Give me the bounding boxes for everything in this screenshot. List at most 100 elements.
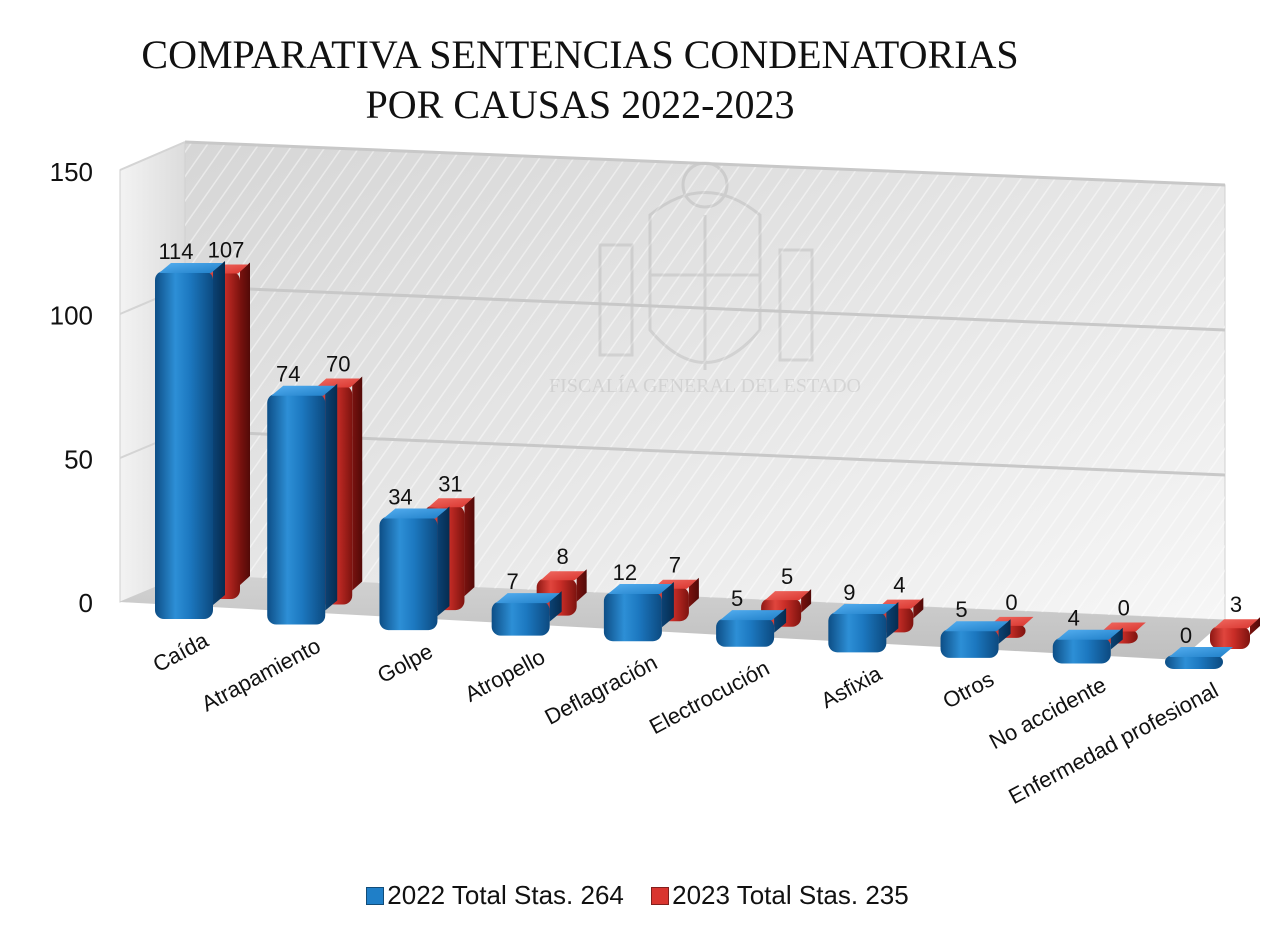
bar-front <box>491 601 550 636</box>
bar-2022-8 <box>1052 627 1123 664</box>
value-label-2023-9: 3 <box>1230 592 1242 617</box>
legend-label-2022: 2022 Total Stas. 264 <box>387 880 624 910</box>
bar-side <box>661 582 674 628</box>
bar-top <box>495 593 560 604</box>
y-tick-0: 0 <box>79 588 93 618</box>
bar-side <box>437 506 450 617</box>
bar-side <box>325 383 338 611</box>
legend-item-2023: 2023 Total Stas. 235 <box>651 880 909 911</box>
bar-top <box>540 571 585 581</box>
y-tick-50: 50 <box>64 444 93 474</box>
value-label-2023-0: 107 <box>208 237 245 262</box>
x-tick-label-5: Electrocución <box>645 655 773 739</box>
watermark-seal: FISCALÍA GENERAL DEL ESTADO <box>549 161 861 397</box>
bar-top <box>428 498 473 508</box>
value-label-2022-1: 74 <box>276 362 300 387</box>
bar-side <box>1250 617 1260 635</box>
x-tick-label-3: Atropello <box>461 644 549 707</box>
value-label-2022-8: 4 <box>1068 606 1080 631</box>
bar-top <box>1101 622 1146 632</box>
bar-top <box>383 508 448 519</box>
bar-2022-3 <box>491 591 562 636</box>
bar-2022-9 <box>1165 645 1235 669</box>
bar-front <box>603 592 662 642</box>
bar-front <box>940 629 999 658</box>
grid-line-100 <box>184 284 1226 332</box>
bar-front <box>1210 626 1250 649</box>
watermark-text: FISCALÍA GENERAL DEL ESTADO <box>549 374 861 397</box>
bar-2023-9 <box>1210 617 1260 649</box>
bar-top <box>944 621 1009 632</box>
grid-line-150 <box>184 140 1226 187</box>
value-label-2022-0: 114 <box>158 239 193 264</box>
value-label-2022-3: 7 <box>507 569 519 594</box>
bar-side <box>213 260 225 605</box>
bar-front <box>1052 637 1111 664</box>
bar-top <box>832 603 897 614</box>
bar-side <box>240 262 250 585</box>
bar-2022-0 <box>155 260 225 619</box>
legend-swatch-2022 <box>366 886 385 905</box>
bar-2022-4 <box>603 582 674 642</box>
value-label-2022-4: 12 <box>613 560 637 585</box>
value-label-2023-2: 31 <box>438 471 462 496</box>
legend-item-2022: 2022 Total Stas. 264 <box>366 880 624 911</box>
value-label-2023-1: 70 <box>326 351 350 376</box>
bar-top <box>316 378 361 388</box>
legend: 2022 Total Stas. 264 2023 Total Stas. 23… <box>0 880 1275 912</box>
bar-side <box>774 608 787 633</box>
bar-2022-2 <box>379 506 450 631</box>
bar-front <box>379 516 438 631</box>
x-tick-label-2: Golpe <box>373 638 437 688</box>
legend-swatch-2023 <box>651 886 670 905</box>
bar-top <box>1169 647 1233 657</box>
legend-label-2023: 2023 Total Stas. 235 <box>672 880 909 910</box>
x-tick-label-0: Caída <box>149 627 213 677</box>
x-tick-label-9: Enfermedad profesional <box>1004 677 1222 809</box>
bar-side <box>352 376 363 591</box>
bar-front <box>155 270 213 619</box>
x-tick-label-6: Asfixia <box>817 660 887 713</box>
bar-2022-7 <box>940 619 1011 658</box>
bar-top <box>1214 619 1258 629</box>
value-label-2022-2: 34 <box>388 484 412 509</box>
bar-side <box>464 496 475 597</box>
bar-front <box>267 393 326 625</box>
x-tick-label-1: Atrapamiento <box>197 633 324 717</box>
bar-side <box>998 619 1011 644</box>
bar-top <box>765 591 810 601</box>
bar-front <box>1165 655 1223 669</box>
bar-front <box>828 611 887 653</box>
value-label-2023-4: 7 <box>669 553 681 578</box>
y-tick-150: 150 <box>50 157 93 187</box>
bar-2022-6 <box>828 601 899 653</box>
chart-title-line-1: COMPARATIVA SENTENCIAS CONDENATORIAS <box>141 32 1019 77</box>
bar-side <box>1110 627 1123 650</box>
bars <box>155 260 1260 669</box>
chart-title-line-2: POR CAUSAS 2022-2023 <box>365 82 795 127</box>
x-tick-label-7: Otros <box>939 666 998 713</box>
chart-title: COMPARATIVA SENTENCIAS CONDENATORIAS POR… <box>70 30 1090 130</box>
bar-2022-5 <box>716 608 787 647</box>
value-labels: 107 114 70 74 31 34 8 7 7 12 5 5 4 9 0 5 0 4 3 0 <box>158 237 1242 648</box>
value-label-2022-5: 5 <box>731 586 743 611</box>
value-label-2023-5: 5 <box>781 564 793 589</box>
bar-top <box>720 610 785 621</box>
side-grid-line-150 <box>119 141 186 171</box>
bar-side <box>801 589 812 613</box>
value-label-2022-9: 0 <box>1180 623 1192 648</box>
y-axis-ticks: 0 50 100 150 <box>50 157 93 618</box>
bar-2022-1 <box>267 383 338 625</box>
value-label-2022-7: 5 <box>955 597 967 622</box>
bar-top <box>271 385 336 396</box>
bar-side <box>688 577 699 608</box>
bar-top <box>159 262 223 273</box>
x-tick-label-4: Deflagración <box>540 650 661 730</box>
bar-top <box>1056 629 1121 640</box>
value-label-2023-7: 0 <box>1005 590 1017 615</box>
y-tick-100: 100 <box>50 301 93 331</box>
bar-side <box>886 601 899 639</box>
value-label-2023-8: 0 <box>1118 595 1130 620</box>
bar-side <box>576 569 587 602</box>
